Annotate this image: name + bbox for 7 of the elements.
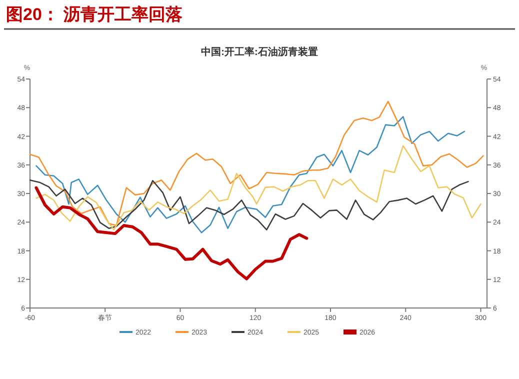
chart-title: 图20： 沥青开工率回落 — [6, 5, 183, 24]
line-series — [29, 179, 469, 230]
line-series — [29, 100, 484, 226]
line-series — [36, 116, 466, 234]
chart-subtitle: 中国:开工率:石油沥青装置 — [201, 46, 318, 58]
line-series — [34, 186, 308, 280]
line-series — [36, 145, 482, 230]
